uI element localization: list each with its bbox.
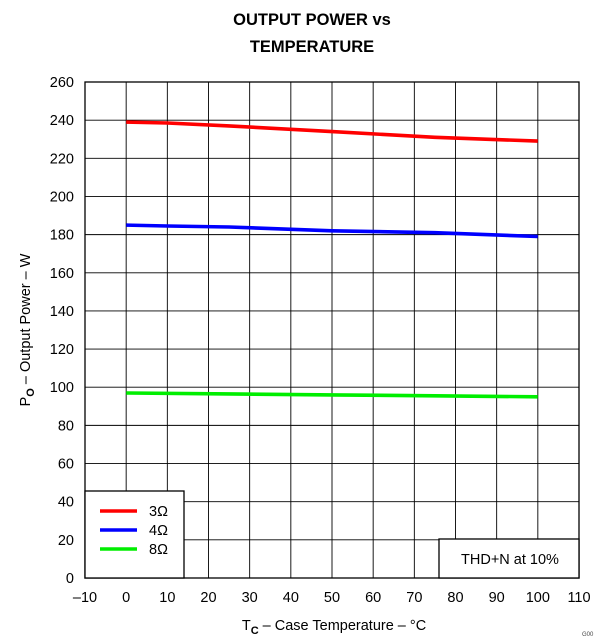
y-axis-label-sub: O bbox=[25, 388, 37, 397]
y-axis-label-main: P bbox=[18, 397, 34, 407]
y-tick-label: 100 bbox=[50, 380, 74, 396]
x-tick-label: 110 bbox=[567, 590, 590, 606]
x-tick-label: 90 bbox=[489, 590, 505, 606]
x-tick-label: 50 bbox=[324, 590, 340, 606]
figure-code: G00 bbox=[582, 632, 594, 638]
x-tick-label: 20 bbox=[200, 590, 216, 606]
legend-label-2: 4Ω bbox=[149, 523, 168, 539]
y-tick-label: 200 bbox=[50, 189, 74, 205]
y-tick-label: 180 bbox=[50, 228, 74, 244]
y-tick-label: 160 bbox=[50, 266, 74, 282]
x-tick-labels: –10 0 10 20 30 40 50 60 70 80 90 100 110 bbox=[73, 590, 591, 606]
x-tick-label: 10 bbox=[159, 590, 175, 606]
y-tick-label: 140 bbox=[50, 304, 74, 320]
y-tick-labels: 0 20 40 60 80 100 120 140 160 180 200 220 240 260 bbox=[50, 75, 74, 587]
y-tick-label: 240 bbox=[50, 113, 74, 129]
series-line-2 bbox=[126, 223, 538, 239]
y-tick-label: 260 bbox=[50, 75, 74, 91]
x-tick-label: 30 bbox=[242, 590, 258, 606]
annotation-text: THD+N at 10% bbox=[461, 552, 559, 568]
x-tick-label: 70 bbox=[406, 590, 422, 606]
y-tick-label: 60 bbox=[58, 457, 74, 473]
x-tick-label: 100 bbox=[526, 590, 550, 606]
x-axis-label-rest: – Case Temperature – °C bbox=[259, 618, 427, 634]
x-axis-label: TC – Case Temperature – °C bbox=[242, 618, 426, 637]
x-axis-label-main: T bbox=[242, 618, 251, 634]
y-tick-label: 80 bbox=[58, 418, 74, 434]
x-tick-label: 80 bbox=[447, 590, 463, 606]
chart-title-line1: OUTPUT POWER vs bbox=[233, 11, 391, 29]
y-axis-label: PO – Output Power – W bbox=[18, 253, 37, 406]
x-axis-label-sub: C bbox=[251, 625, 259, 637]
series-lines bbox=[126, 120, 538, 399]
y-tick-label: 120 bbox=[50, 342, 74, 358]
annotation-box: THD+N at 10% bbox=[438, 538, 580, 579]
chart-title-line2: TEMPERATURE bbox=[250, 38, 374, 56]
legend-label-1: 3Ω bbox=[149, 504, 168, 520]
y-tick-label: 0 bbox=[66, 571, 74, 587]
y-tick-label: 20 bbox=[58, 533, 74, 549]
y-axis-label-rest: – Output Power – W bbox=[18, 253, 34, 388]
x-tick-label: –10 bbox=[73, 590, 97, 606]
x-tick-label: 60 bbox=[365, 590, 381, 606]
legend-box bbox=[84, 490, 185, 579]
plot-frame bbox=[84, 81, 580, 579]
x-tick-label: 0 bbox=[122, 590, 130, 606]
legend-label-3: 8Ω bbox=[149, 542, 168, 558]
x-tick-label: 40 bbox=[283, 590, 299, 606]
y-tick-label: 40 bbox=[58, 495, 74, 511]
y-tick-label: 220 bbox=[50, 151, 74, 167]
series-line-1 bbox=[126, 120, 538, 143]
series-line-3 bbox=[126, 391, 538, 399]
legend: 3Ω 4Ω 8Ω bbox=[84, 490, 185, 579]
